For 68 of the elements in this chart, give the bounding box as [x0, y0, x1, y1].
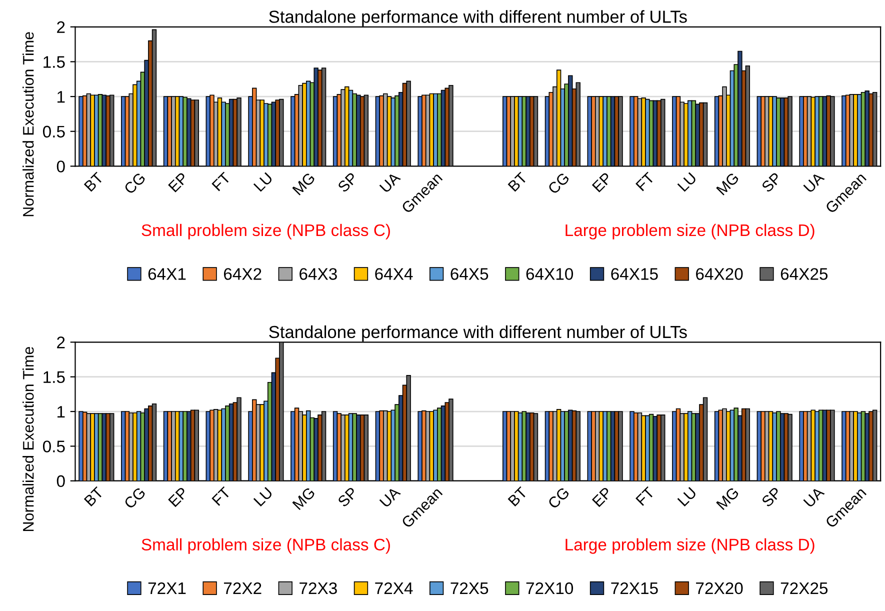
x-tick-label: LU: [677, 486, 697, 507]
x-tick-label: EP: [168, 486, 188, 508]
legend-label: 64X2: [224, 268, 262, 280]
x-tick-label: CG: [123, 172, 146, 195]
legend-label: 72X3: [300, 582, 337, 594]
text: Small problem size (NPB class C): [142, 538, 390, 554]
x-tick-label: UA: [803, 171, 825, 194]
x-tick-label: SP: [760, 486, 782, 508]
y-axis-title: Normalized Execution Time: [22, 32, 34, 216]
x-tick-label: BT: [508, 486, 528, 506]
y-tick-label: 0.5: [42, 440, 65, 452]
legend-label: 72X5: [450, 582, 488, 594]
y-tick-label: 1: [58, 91, 65, 103]
legend-label: 64X1: [148, 268, 186, 280]
x-tick-label: BT: [84, 172, 104, 192]
x-tick-label: SP: [337, 486, 358, 508]
chart-title: Standalone performance with different number of ULTs: [269, 325, 687, 342]
x-tick-label: SP: [337, 172, 358, 193]
x-tick-label: UA: [379, 486, 402, 508]
x-tick-label: CG: [547, 486, 570, 510]
legend-label: 64X15: [611, 268, 658, 280]
y-tick-label: 2: [57, 336, 65, 348]
x-tick-label: MG: [292, 486, 316, 510]
x-tick-label: LU: [677, 172, 697, 192]
y-tick-label: 1: [58, 406, 65, 418]
y-axis-title: Normalized Execution Time: [22, 346, 34, 531]
y-tick-label: 2: [57, 21, 65, 33]
y-tick-label: 0: [56, 160, 65, 172]
x-tick-label: MG: [292, 172, 316, 196]
legend-label: 64X5: [450, 268, 488, 280]
legend-label: 64X3: [300, 268, 337, 280]
x-tick-label: BT: [84, 486, 104, 506]
x-tick-label: EP: [592, 486, 612, 508]
text: Large problem size (NPB class D): [566, 538, 814, 554]
x-tick-label: FT: [636, 172, 656, 192]
y-tick-label: 1.5: [44, 371, 65, 384]
x-tick-label: CG: [123, 486, 146, 510]
legend-label: 72X1: [148, 582, 186, 594]
x-tick-label: UA: [379, 171, 402, 194]
x-tick-label: FT: [212, 486, 232, 506]
x-tick-label: EP: [168, 172, 188, 192]
legend-label: 64X25: [780, 268, 828, 280]
chart-title: Standalone performance with different number of ULTs: [269, 10, 687, 26]
x-tick-label: SP: [760, 172, 782, 193]
legend-label: 72X4: [375, 582, 413, 594]
legend-label: 72X10: [526, 582, 574, 594]
x-tick-label: UA: [803, 486, 825, 508]
x-tick-label: EP: [592, 172, 612, 192]
x-tick-label: BT: [508, 172, 528, 192]
legend-label: 72X25: [780, 582, 828, 594]
legend-label: 64X10: [526, 268, 574, 280]
text: Small problem size (NPB class C): [142, 224, 390, 240]
x-tick-label: FT: [212, 172, 232, 192]
x-tick-label: CG: [547, 172, 570, 195]
legend-label: 72X20: [696, 582, 743, 594]
legend-label: 72X2: [224, 582, 262, 594]
text: Large problem size (NPB class D): [566, 224, 814, 240]
y-tick-label: 0: [56, 475, 65, 488]
legend-label: 72X15: [611, 582, 658, 594]
x-tick-label: LU: [253, 486, 274, 507]
x-tick-label: LU: [253, 172, 274, 192]
x-tick-label: MG: [716, 172, 740, 196]
x-tick-label: MG: [716, 486, 740, 510]
y-tick-label: 0.5: [42, 126, 65, 138]
legend-label: 64X20: [696, 268, 743, 280]
x-tick-label: FT: [636, 486, 656, 506]
legend-label: 64X4: [375, 268, 413, 280]
y-tick-label: 1.5: [44, 56, 65, 68]
